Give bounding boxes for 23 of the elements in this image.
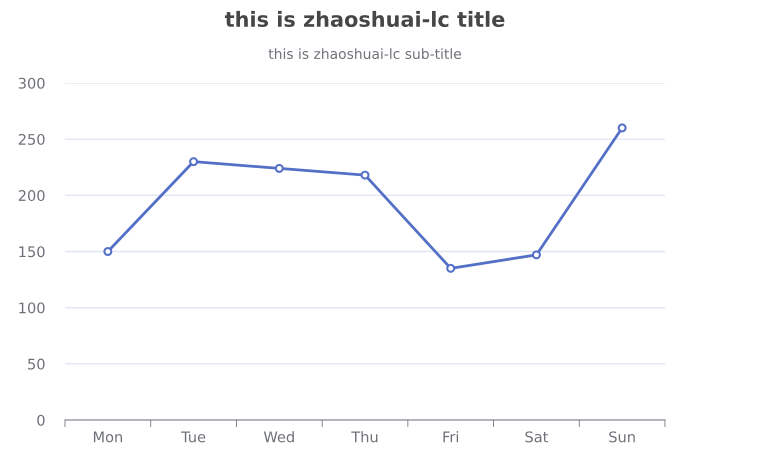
x-tick-label: Sun bbox=[609, 431, 635, 442]
point bbox=[360, 170, 370, 180]
x-tick-label: Thu bbox=[351, 431, 378, 442]
x-tick-label: Mon bbox=[94, 432, 122, 442]
point bbox=[274, 164, 284, 173]
point bbox=[103, 246, 112, 256]
chart-subtitle: this is zhaoshuai-lc sub-title bbox=[268, 48, 462, 60]
point bbox=[189, 157, 198, 166]
y-tick-label: 250 bbox=[18, 134, 45, 145]
y-tick-label: 150 bbox=[19, 246, 45, 258]
point bbox=[618, 123, 627, 132]
point bbox=[446, 264, 456, 273]
x-tick-label: Fri bbox=[443, 431, 458, 442]
x-tick-label: Sat bbox=[525, 431, 548, 442]
y-tick-label: 0 bbox=[37, 414, 45, 426]
point bbox=[532, 250, 541, 260]
y-tick-label: 100 bbox=[19, 302, 45, 314]
x-tick-label: Tue bbox=[181, 432, 206, 442]
y-tick-label: 200 bbox=[18, 190, 45, 202]
y-tick-label: 50 bbox=[28, 358, 45, 370]
chart-title: this is zhaoshuai-lc title bbox=[224, 10, 504, 28]
y-tick-label: 300 bbox=[18, 78, 45, 89]
x-tick-label: Wed bbox=[264, 431, 294, 442]
